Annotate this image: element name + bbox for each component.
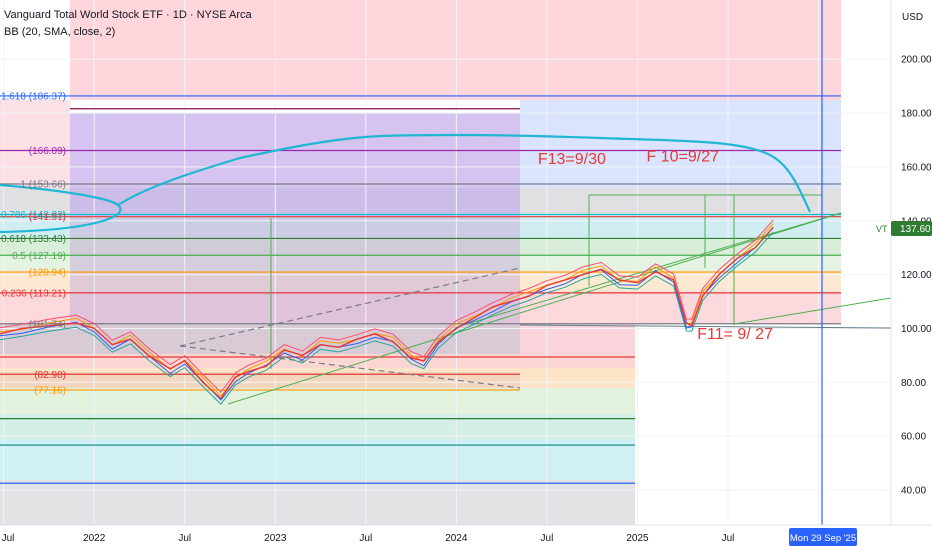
hand-drawn-curve <box>0 133 812 234</box>
fib-level-label: (141.51) <box>29 212 66 223</box>
trend-lines <box>179 194 891 405</box>
last-price-tag: VT 137.60 <box>874 221 932 236</box>
price-tick-label: 80.00 <box>901 378 926 389</box>
crosshair-date-label: Mon 29 Sep '25 <box>790 533 856 544</box>
price-alt <box>0 223 774 397</box>
fib-level-label: (82.98) <box>34 370 66 381</box>
price-tick-label: 120.00 <box>901 270 932 281</box>
chart-annotation: F11= 9/ 27 <box>697 326 773 343</box>
time-tick-label: Jul <box>359 533 372 544</box>
time-tick-label: Jul <box>178 533 191 544</box>
bb-basis <box>0 227 774 401</box>
bb-lower <box>0 231 774 405</box>
fib-level-label: 0.5 (127.19) <box>12 251 66 262</box>
price-line <box>0 226 774 400</box>
symbol-title: Vanguard Total World Stock ETF · 1D · NY… <box>4 9 252 21</box>
support-trendline <box>227 212 842 405</box>
zone-pink-left <box>0 100 70 190</box>
price-axis[interactable] <box>891 0 932 525</box>
price-tick-label: 100.00 <box>901 324 932 335</box>
time-tick-label: 2022 <box>83 533 106 544</box>
price-tick-label: 60.00 <box>901 432 926 443</box>
last-price-value: 137.60 <box>900 224 931 235</box>
zone-purple-3 <box>70 216 520 324</box>
last-price-symbol: VT <box>876 224 888 234</box>
horizontal-support <box>519 324 891 329</box>
time-tick-label: 2023 <box>264 533 287 544</box>
price-tick-label: 200.00 <box>901 55 932 66</box>
crosshair-date-tag: Mon 29 Sep '25 <box>789 528 857 546</box>
fib-level-label: (101.74) <box>29 319 66 330</box>
fib-level-label: (120.94) <box>29 268 66 279</box>
fib-level-labels: 1.618 (186.37) (166.09) 1 (153.66) 0.786 (1… <box>1 91 66 396</box>
chart-annotation: F13=9/30 <box>538 151 606 168</box>
price-tick-label: 40.00 <box>901 486 926 497</box>
dashed-projection-1 <box>179 345 521 389</box>
grid-lines <box>0 0 891 525</box>
chart-annotation: F 10=9/27 <box>647 149 720 166</box>
price-tick-label: 180.00 <box>901 109 932 120</box>
zone-blue-right <box>520 100 841 188</box>
zone-purple-2 <box>70 188 520 216</box>
zone-lower-pink <box>520 324 635 354</box>
zone-lower-green <box>0 388 635 414</box>
zone-top-red <box>0 0 841 100</box>
fib-level-lines <box>0 95 841 484</box>
chart-annotations: F13=9/30 F 10=9/27 F11= 9/ 27 <box>538 149 773 344</box>
zone-top-red-strip <box>0 0 70 100</box>
time-tick-label: 2025 <box>626 533 649 544</box>
price-series-group <box>0 219 774 405</box>
time-tick-label: Jul <box>722 533 735 544</box>
zone-lower-red <box>0 354 635 368</box>
fib-level-label: 1 (153.66) <box>20 179 66 190</box>
upper-trendline <box>459 212 842 327</box>
fib-zone-fills <box>0 0 841 525</box>
currency-label: USD <box>902 12 923 23</box>
dashed-projection-2 <box>179 267 521 347</box>
time-tick-label: Jul <box>2 533 15 544</box>
time-axis[interactable] <box>0 525 932 550</box>
time-tick-label: Jul <box>541 533 554 544</box>
zone-lower-peach <box>0 372 520 388</box>
zone-lower-cyan <box>0 440 635 480</box>
fib-level-label: 1.618 (186.37) <box>1 91 66 102</box>
fib-level-label: 0.618 (133.43) <box>1 234 66 245</box>
zone-lower-grey2 <box>0 480 635 525</box>
price-tick-label: 160.00 <box>901 162 932 173</box>
indicator-legend: BB (20, SMA, close, 2) <box>4 26 116 38</box>
bb-upper <box>0 219 774 393</box>
fib-level-label: 0.236 (113.21) <box>2 288 66 299</box>
fib-level-label: (166.09) <box>29 146 66 157</box>
lower-trendline <box>733 297 891 325</box>
fib-level-label: (77.16) <box>34 385 66 396</box>
fib-level-label: 0.786 (142.33) <box>1 210 66 221</box>
time-tick-label: 2024 <box>445 533 468 544</box>
